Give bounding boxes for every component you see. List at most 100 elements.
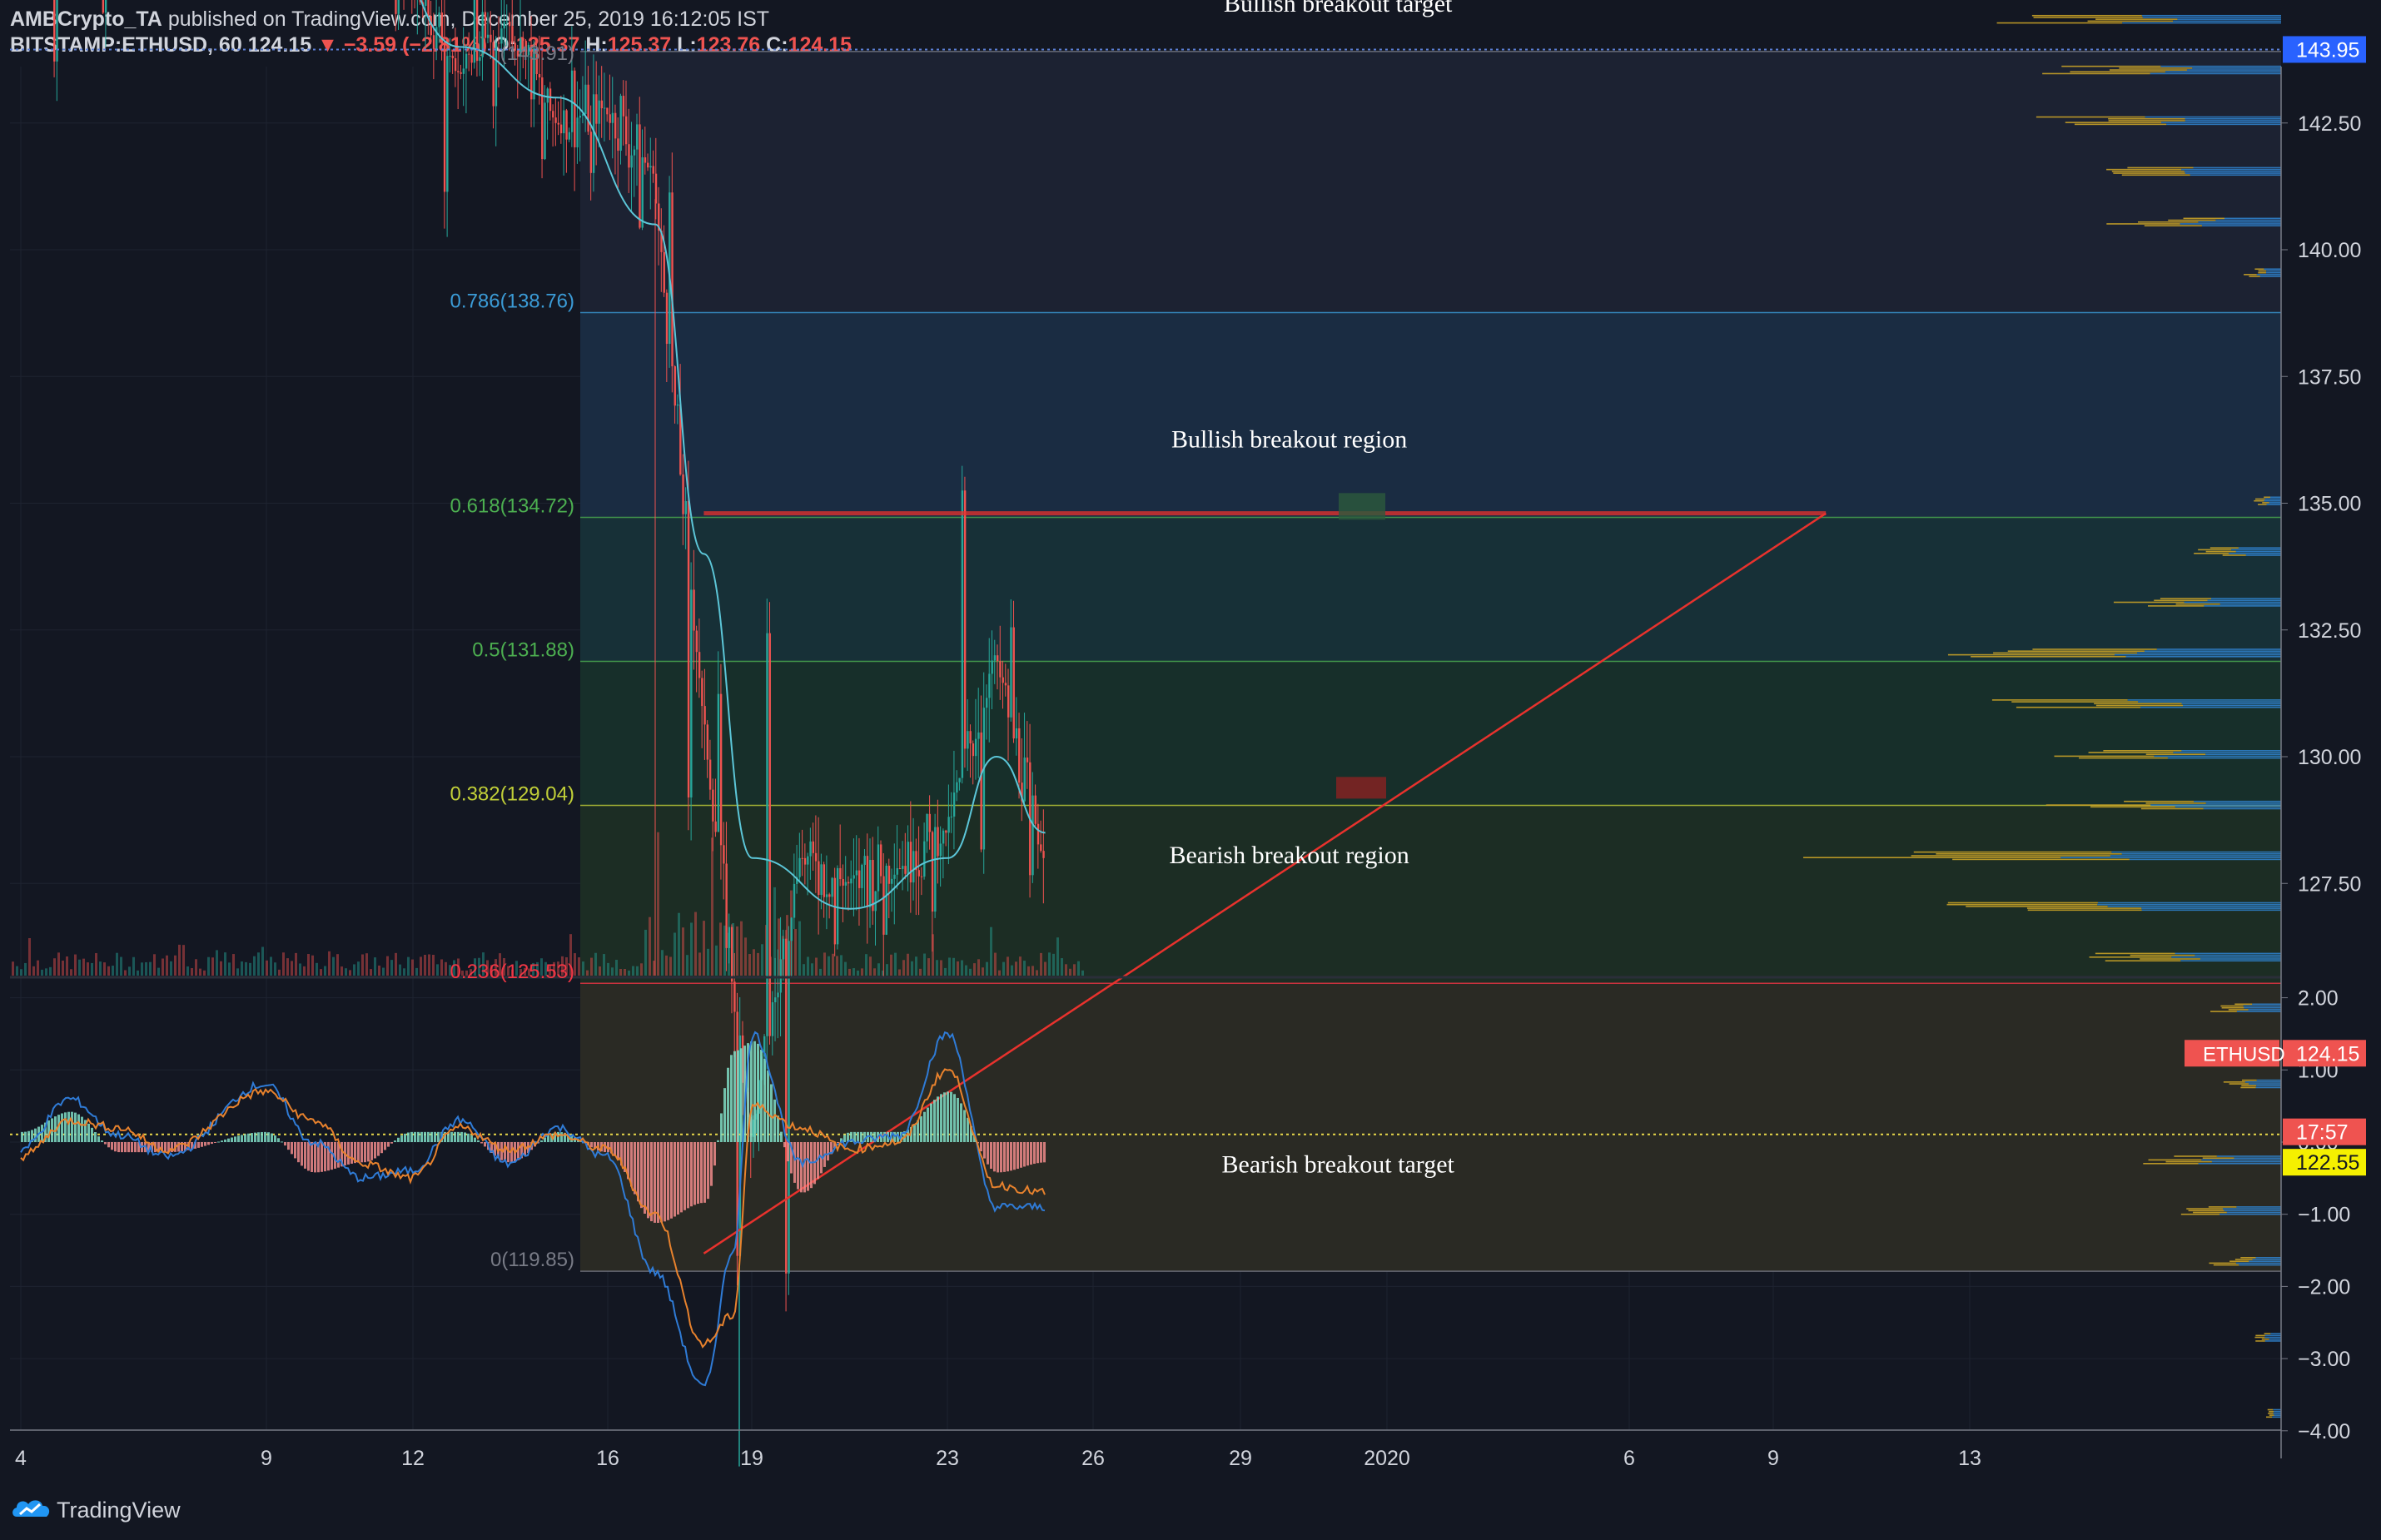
candle-body bbox=[793, 883, 796, 918]
macd-histogram-bar bbox=[907, 1129, 909, 1142]
publisher-name[interactable]: AMBCrypto_TA bbox=[10, 7, 162, 31]
candle-body bbox=[563, 110, 565, 134]
volume-bar bbox=[1015, 961, 1017, 976]
macd-histogram-bar bbox=[833, 1142, 836, 1149]
candle-body bbox=[546, 88, 549, 103]
macd-histogram-bar bbox=[517, 1142, 519, 1160]
candle-body bbox=[785, 938, 788, 1274]
candle-body bbox=[584, 84, 587, 114]
candle-body bbox=[533, 48, 535, 100]
candle-body bbox=[972, 743, 975, 757]
volume-profile-up bbox=[2264, 1340, 2281, 1342]
volume-profile-up bbox=[2236, 1011, 2281, 1012]
volume-bar bbox=[320, 969, 322, 976]
volume-bar bbox=[561, 956, 564, 976]
volume-profile-up bbox=[2264, 1336, 2281, 1339]
volume-bar bbox=[649, 917, 651, 976]
candle-body bbox=[969, 731, 972, 744]
volume-profile-up bbox=[2193, 166, 2281, 169]
candle-body bbox=[522, 38, 524, 41]
tradingview-logo-icon[interactable] bbox=[10, 1495, 53, 1520]
volume-bar bbox=[611, 967, 614, 976]
macd-histogram-bar bbox=[657, 1142, 659, 1224]
volume-bar bbox=[544, 961, 547, 976]
candle-body bbox=[926, 813, 928, 842]
macd-histogram-bar bbox=[753, 1041, 756, 1142]
volume-bar bbox=[378, 965, 380, 976]
candle-body bbox=[891, 878, 893, 884]
candle-body bbox=[855, 870, 858, 876]
macd-histogram-bar bbox=[733, 1051, 736, 1142]
volume-profile-down bbox=[2054, 755, 2155, 758]
volume-profile-down bbox=[2222, 554, 2246, 556]
volume-profile-down bbox=[2258, 271, 2266, 274]
volume-profile-up bbox=[2264, 499, 2281, 502]
volume-bar bbox=[748, 954, 751, 976]
macd-histogram-bar bbox=[940, 1094, 942, 1142]
candle-body bbox=[451, 55, 455, 58]
moving-average bbox=[420, 0, 1046, 910]
symbol-label[interactable]: BITSTAMP:ETHUSD, 60 bbox=[10, 33, 242, 57]
volume-profile-up bbox=[2150, 72, 2281, 75]
candle-body bbox=[771, 1002, 774, 1036]
ascending-trendline[interactable] bbox=[703, 512, 1827, 1254]
macd-histogram-bar bbox=[201, 1142, 203, 1147]
macd-tick-label: −4.00 bbox=[2298, 1420, 2350, 1443]
volume-profile-up bbox=[2060, 857, 2281, 858]
volume-bar bbox=[940, 960, 942, 976]
macd-histogram-bar bbox=[997, 1142, 999, 1173]
macd-histogram-bar bbox=[960, 1103, 962, 1142]
macd-histogram-bar bbox=[1020, 1142, 1022, 1168]
volume-profile-up bbox=[2185, 172, 2281, 174]
volume-bar bbox=[191, 967, 193, 976]
candle-body bbox=[803, 857, 807, 865]
volume-profile-up bbox=[2185, 117, 2281, 120]
macd-histogram-bar bbox=[1003, 1142, 1006, 1172]
macd-histogram-bar bbox=[853, 1131, 856, 1142]
tradingview-brand[interactable]: TradingView bbox=[57, 1498, 181, 1523]
volume-bar bbox=[923, 953, 926, 976]
candle-body bbox=[945, 830, 947, 833]
drawings[interactable] bbox=[10, 48, 2281, 1254]
volume-profile-down bbox=[2205, 550, 2236, 553]
macd-histogram-bar bbox=[973, 1135, 976, 1142]
macd-histogram-bar bbox=[424, 1131, 426, 1142]
axes[interactable]: 142.50 140.00 137.50 135.00 132.50 130.00 127.… bbox=[10, 36, 2381, 1470]
volume-profile-down bbox=[2229, 1083, 2249, 1085]
candle-body bbox=[544, 102, 546, 160]
volume-bar bbox=[865, 954, 867, 976]
volume-bar bbox=[340, 966, 343, 976]
macd-histogram-bar bbox=[204, 1142, 206, 1146]
candle-body bbox=[717, 693, 720, 832]
volume-bar bbox=[99, 961, 102, 976]
volume-profile-up bbox=[2255, 1257, 2281, 1259]
volume-profile-down bbox=[2143, 1163, 2199, 1165]
candle-body bbox=[475, 0, 479, 62]
candles[interactable] bbox=[21, 0, 1045, 1467]
volume-profile-up bbox=[2244, 1006, 2281, 1009]
macd-histogram-bar bbox=[527, 1142, 529, 1154]
price-tick-label: 127.50 bbox=[2298, 872, 2361, 896]
macd-histogram-bar bbox=[317, 1142, 320, 1173]
macd-histogram-bar bbox=[1023, 1142, 1026, 1167]
candle-body bbox=[1023, 758, 1026, 802]
fib-zone bbox=[580, 983, 2281, 1272]
candle-body bbox=[1034, 795, 1036, 824]
volume-profile-up bbox=[2160, 65, 2281, 67]
macd-histogram-bar bbox=[271, 1133, 273, 1142]
bullish-region-marker bbox=[1339, 493, 1385, 520]
volume-bar bbox=[365, 953, 368, 976]
macd-histogram-bar bbox=[1033, 1142, 1036, 1165]
low-label: L: bbox=[677, 33, 697, 57]
volume-bar bbox=[994, 952, 997, 976]
volume-bar bbox=[1056, 937, 1059, 976]
volume-bar bbox=[112, 966, 114, 976]
price-axis[interactable] bbox=[2281, 67, 2381, 1458]
macd-histogram-bar bbox=[650, 1142, 653, 1222]
volume-profile-up bbox=[2181, 168, 2281, 171]
volume-bar bbox=[220, 961, 222, 976]
candle-body bbox=[665, 292, 669, 345]
volume-bar bbox=[607, 962, 609, 976]
macd-histogram-bar bbox=[480, 1142, 483, 1144]
